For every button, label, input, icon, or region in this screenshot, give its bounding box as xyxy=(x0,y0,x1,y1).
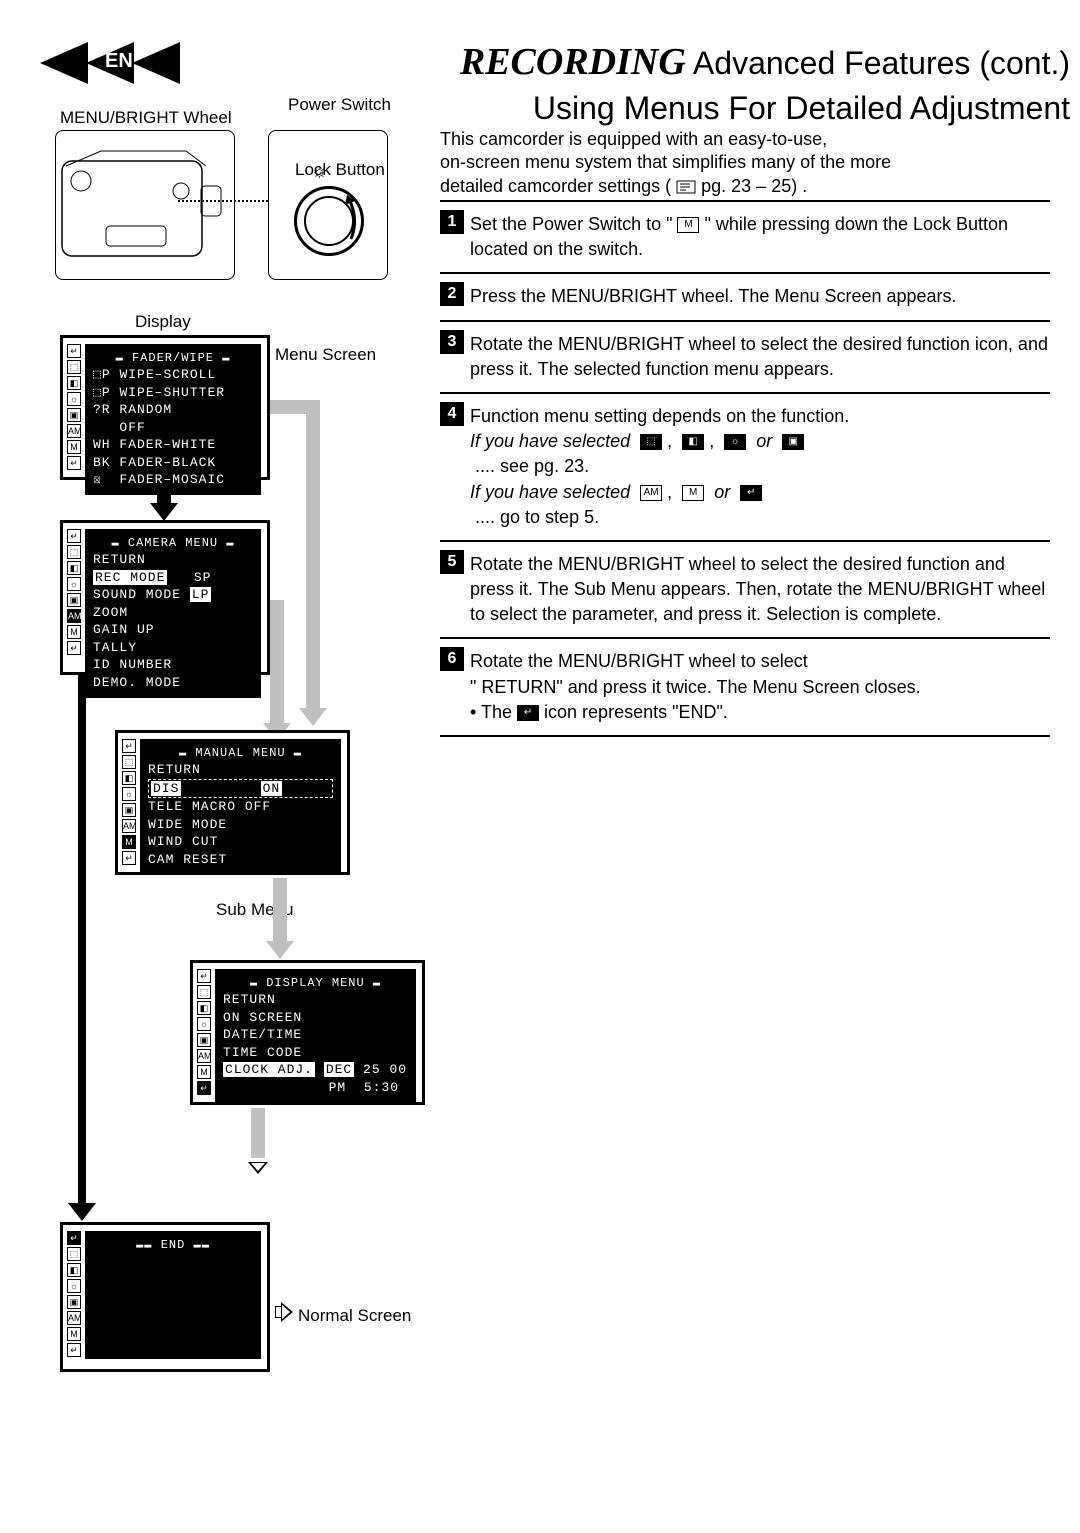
menu1-title: FADER/WIPE xyxy=(132,351,214,365)
sun-icon: ☼ xyxy=(311,161,328,182)
label-menu-screen: Menu Screen xyxy=(275,345,376,365)
arrow-grey-tip1 xyxy=(299,708,327,726)
arrow-grey-v2 xyxy=(270,600,284,725)
dial-icon xyxy=(294,186,364,256)
step4b: If you have selected xyxy=(470,431,630,451)
arrow-black-tip xyxy=(68,1203,96,1221)
steps-container: 1 Set the Power Switch to " M " while pr… xyxy=(440,200,1050,737)
step-num-1: 1 xyxy=(440,210,464,234)
dotted-connector xyxy=(178,200,268,202)
step4-or1: or xyxy=(756,431,772,451)
header-recording: RECORDING xyxy=(460,41,686,83)
camcorder-diagram xyxy=(55,130,235,280)
icon-column-3: ↵⬚◧☼▣AMM↵ xyxy=(122,739,138,866)
arrow-grey-v3 xyxy=(273,878,287,943)
arrow-grey-v4 xyxy=(251,1108,265,1158)
expo-icon: ▣ xyxy=(782,434,804,450)
step4a: Function menu setting depends on the fun… xyxy=(470,406,849,426)
page-ref-icon xyxy=(676,180,696,194)
page-number: EN xyxy=(105,50,133,73)
fader-icon: ⬚ xyxy=(640,434,662,450)
menu-camera: ↵⬚◧☼▣AMM↵ ▬ CAMERA MENU ▬ RETURN REC MOD… xyxy=(60,520,270,675)
step-num-6: 6 xyxy=(440,647,464,671)
icon-column-4: ↵⬚◧☼▣AMM↵ xyxy=(197,969,213,1096)
intro-l1: This camcorder is equipped with an easy-… xyxy=(440,129,827,149)
label-power-switch: Power Switch xyxy=(288,95,391,115)
am-icon: AM xyxy=(640,485,662,501)
power-switch-diagram: ☼ xyxy=(268,130,388,280)
intro-l2: on-screen menu system that simplifies ma… xyxy=(440,152,891,172)
step-num-4: 4 xyxy=(440,402,464,426)
step-5: 5 Rotate the MENU/BRIGHT wheel to select… xyxy=(440,540,1050,638)
end-icon: ↵ xyxy=(517,705,539,721)
step6d: icon represents "END". xyxy=(544,702,728,722)
step-3: 3 Rotate the MENU/BRIGHT wheel to select… xyxy=(440,320,1050,392)
label-menu-bright-wheel: MENU/BRIGHT Wheel xyxy=(60,108,232,128)
icon-column-5: ↵⬚◧☼▣AMM↵ xyxy=(67,1231,83,1363)
menu5-title: END xyxy=(161,1238,186,1252)
step-num-2: 2 xyxy=(440,282,464,306)
label-normal-screen: Normal Screen xyxy=(298,1306,411,1326)
intro-l4: pg. 23 – 25) . xyxy=(701,176,807,196)
step6c: • The xyxy=(470,702,512,722)
menu-end: ↵⬚◧☼▣AMM↵ ▬▬ END ▬▬ xyxy=(60,1222,270,1372)
icon-column-1: ↵⬚◧☼▣AMM↵ xyxy=(67,344,83,471)
step3-text: Rotate the MENU/BRIGHT wheel to select t… xyxy=(470,334,1048,379)
step-2: 2 Press the MENU/BRIGHT wheel. The Menu … xyxy=(440,272,1050,319)
step5-text: Rotate the MENU/BRIGHT wheel to select t… xyxy=(470,554,1045,624)
subheader: Using Menus For Detailed Adjustment xyxy=(533,90,1070,127)
menu-manual: ↵⬚◧☼▣AMM↵ ▬ MANUAL MENU ▬ RETURN DIS ON … xyxy=(115,730,350,875)
arrow-grey-v1 xyxy=(306,400,320,710)
wb-icon: ☼ xyxy=(724,434,746,450)
step6b: " RETURN" and press it twice. The Menu S… xyxy=(470,677,921,697)
menu-fader-wipe: ↵⬚◧☼▣AMM↵ ▬ FADER/WIPE ▬ ⬚P WIPE–SCROLL … xyxy=(60,335,270,480)
step4e: .... go to step 5. xyxy=(475,507,599,527)
hollow-arrow-right xyxy=(275,1302,293,1322)
step4c: .... see pg. 23. xyxy=(475,456,589,476)
intro-text: This camcorder is equipped with an easy-… xyxy=(440,128,1050,198)
icon-column-2: ↵⬚◧☼▣AMM↵ xyxy=(67,529,83,666)
label-display: Display xyxy=(135,312,191,332)
arrow-grey-tip3 xyxy=(266,941,294,959)
header-rest: Advanced Features (cont.) xyxy=(693,45,1070,81)
intro-l3: detailed camcorder settings ( xyxy=(440,176,671,196)
step4d: If you have selected xyxy=(470,482,630,502)
m2-icon: M xyxy=(682,485,704,501)
step-num-3: 3 xyxy=(440,330,464,354)
menu-display: ↵⬚◧☼▣AMM↵ ▬ DISPLAY MENU ▬ RETURN ON SCR… xyxy=(190,960,425,1105)
arrow-down-1 xyxy=(150,495,178,521)
menu2-title: CAMERA MENU xyxy=(128,536,218,550)
menu3-title: MANUAL MENU xyxy=(195,746,285,760)
step2-text: Press the MENU/BRIGHT wheel. The Menu Sc… xyxy=(470,286,957,306)
step4-or2: or xyxy=(714,482,730,502)
step6a: Rotate the MENU/BRIGHT wheel to select xyxy=(470,651,808,671)
page-header: RECORDING Advanced Features (cont.) xyxy=(460,40,1070,84)
program-icon: ◧ xyxy=(682,434,704,450)
ret-icon: ↵ xyxy=(740,485,762,501)
step-6: 6 Rotate the MENU/BRIGHT wheel to select… xyxy=(440,637,1050,737)
step-4: 4 Function menu setting depends on the f… xyxy=(440,392,1050,540)
menu4-title: DISPLAY MENU xyxy=(266,976,364,990)
step-num-5: 5 xyxy=(440,550,464,574)
step-1: 1 Set the Power Switch to " M " while pr… xyxy=(440,200,1050,272)
m-icon: M xyxy=(677,217,699,233)
camcorder-svg xyxy=(56,131,232,277)
hollow-arrow-down-1 xyxy=(248,1162,268,1174)
